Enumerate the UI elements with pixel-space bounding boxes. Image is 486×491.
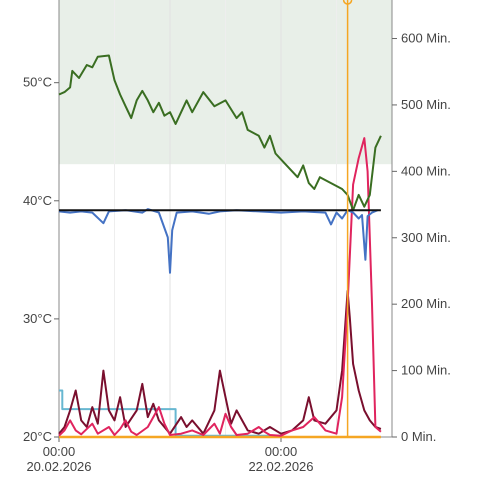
series-line-green-series bbox=[58, 54, 382, 212]
right-tick-label: 0 Min. bbox=[401, 429, 436, 444]
left-tick-label: 20°C bbox=[23, 429, 52, 444]
right-tick-label: 200 Min. bbox=[401, 296, 451, 311]
right-tick-label: 500 Min. bbox=[401, 97, 451, 112]
right-tick-label: 400 Min. bbox=[401, 163, 451, 178]
right-tick-label: 100 Min. bbox=[401, 363, 451, 378]
right-tick-label: 600 Min. bbox=[401, 31, 451, 46]
left-tick-label: 30°C bbox=[23, 311, 52, 326]
right-tick-label: 300 Min. bbox=[401, 230, 451, 245]
left-tick-label: 50°C bbox=[23, 75, 52, 90]
series-line-temperature bbox=[58, 208, 378, 274]
x-tick-label: 22.02.2026 bbox=[248, 459, 313, 474]
x-tick-label: 20.02.2026 bbox=[26, 459, 91, 474]
current-time-marker-dot bbox=[342, 0, 353, 5]
series-line-light-blue-series bbox=[59, 389, 281, 437]
x-tick-label: 00:00 bbox=[265, 444, 298, 459]
series-line-crimson-series bbox=[58, 137, 382, 437]
left-tick-label: 40°C bbox=[23, 193, 52, 208]
series-line-maroon-series bbox=[58, 289, 382, 435]
x-tick-label: 00:00 bbox=[43, 444, 76, 459]
